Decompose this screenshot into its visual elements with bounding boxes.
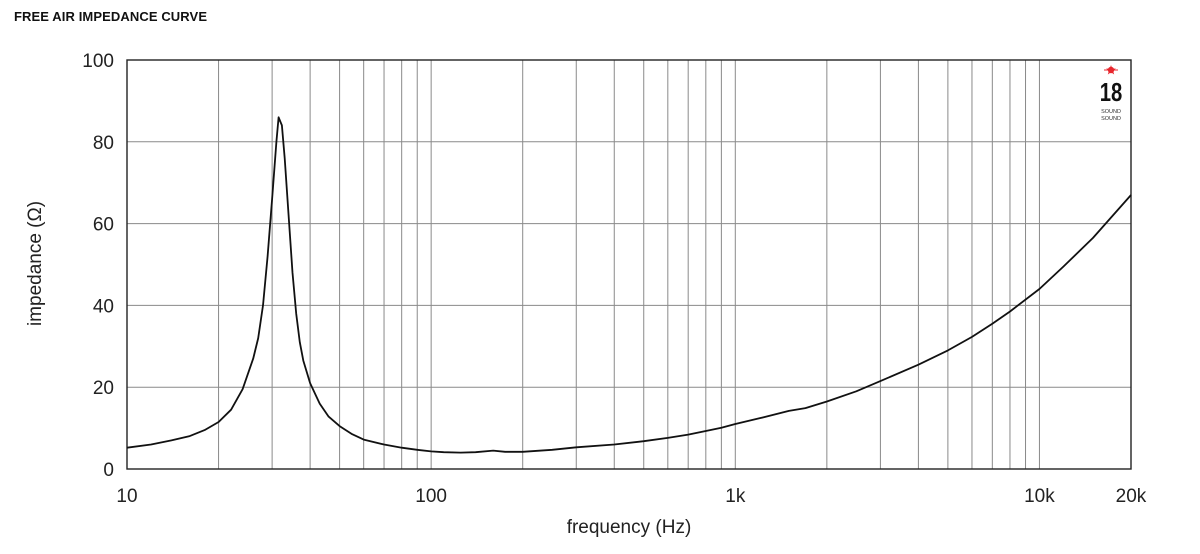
- x-tick-label: 10: [116, 486, 137, 507]
- brand-logo: 18 SOUND SOUND: [1100, 65, 1123, 122]
- impedance-curve-line: [126, 116, 1132, 454]
- chart-title: FREE AIR IMPEDANCE CURVE: [14, 9, 208, 24]
- plot-frame: [126, 59, 1132, 470]
- x-tick-label: 20k: [1116, 486, 1147, 507]
- y-tick-label: 40: [93, 296, 114, 317]
- x-axis-label: frequency (Hz): [567, 517, 692, 538]
- tick-labels: 10 100 1k 10k 20k 0 20 40 60 80 100: [82, 51, 1147, 507]
- logo-subtext-2: SOUND: [1101, 116, 1121, 122]
- star-icon: [1104, 65, 1118, 75]
- x-tick-label: 1k: [725, 486, 746, 507]
- x-tick-label: 10k: [1024, 486, 1055, 507]
- y-tick-label: 80: [93, 133, 114, 154]
- logo-number: 18: [1100, 78, 1123, 107]
- y-axis-label: impedance (Ω): [25, 201, 46, 326]
- grid-lines: [127, 60, 1131, 469]
- logo-subtext: SOUND: [1101, 109, 1121, 115]
- y-tick-label: 20: [93, 378, 114, 399]
- x-tick-label: 100: [415, 486, 447, 507]
- y-tick-label: 0: [103, 460, 114, 481]
- y-tick-label: 100: [82, 51, 114, 72]
- y-tick-label: 60: [93, 215, 114, 236]
